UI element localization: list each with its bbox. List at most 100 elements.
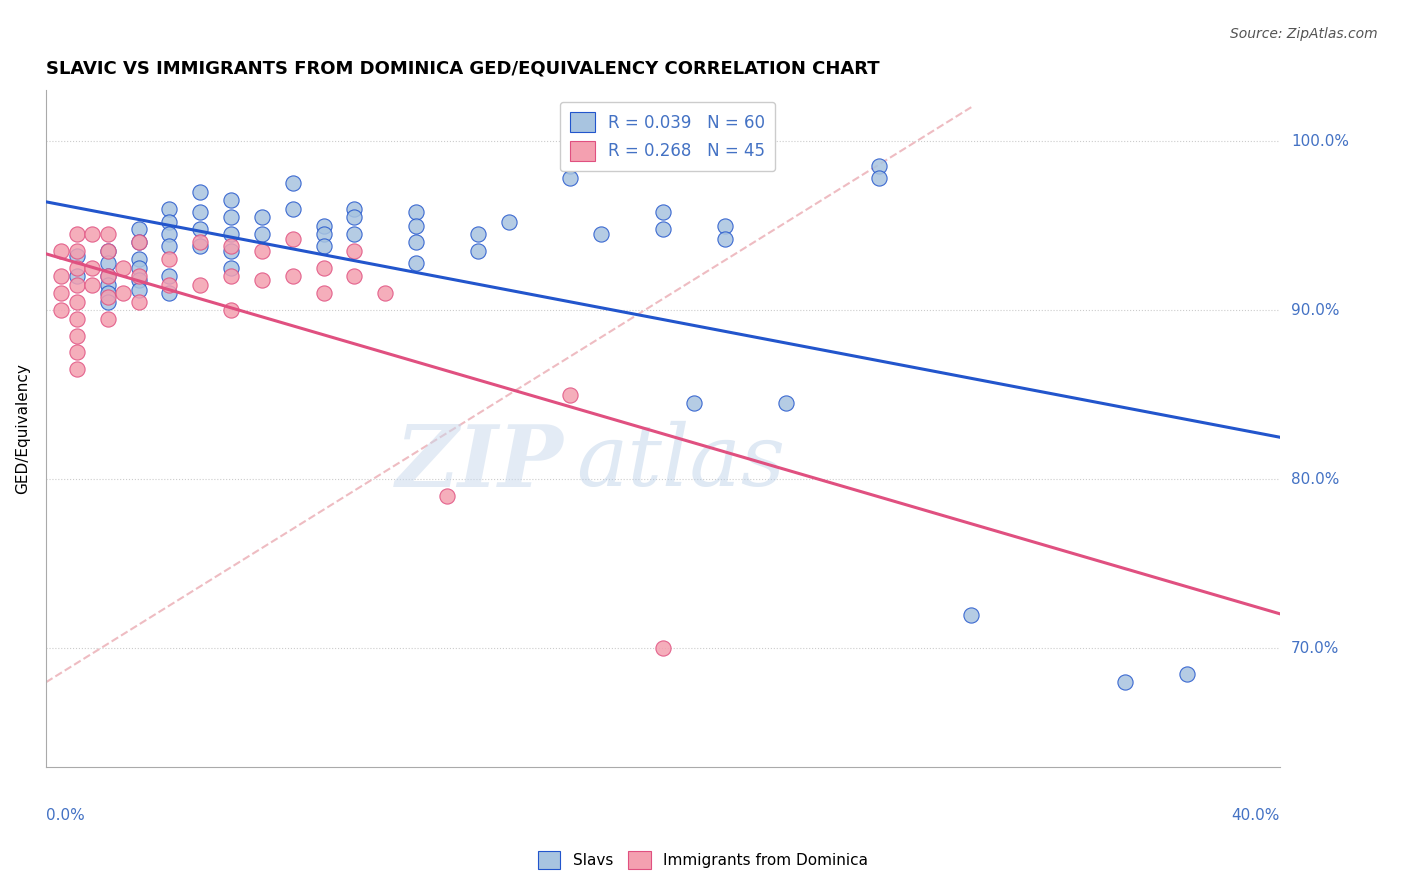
- Point: [219, 269, 242, 284]
- Point: [651, 222, 673, 236]
- Point: [405, 219, 427, 233]
- Point: [960, 607, 983, 622]
- Point: [97, 286, 120, 301]
- Point: [591, 227, 613, 241]
- Point: [312, 227, 335, 241]
- Point: [157, 277, 180, 292]
- Point: [97, 227, 120, 241]
- Point: [188, 205, 211, 219]
- Point: [868, 160, 890, 174]
- Point: [66, 345, 89, 359]
- Point: [97, 290, 120, 304]
- Point: [343, 210, 366, 224]
- Point: [281, 269, 304, 284]
- Point: [97, 244, 120, 258]
- Point: [66, 227, 89, 241]
- Point: [51, 244, 73, 258]
- Point: [312, 260, 335, 275]
- Point: [1175, 666, 1198, 681]
- Point: [343, 244, 366, 258]
- Point: [405, 235, 427, 250]
- Point: [374, 286, 396, 301]
- Point: [97, 269, 120, 284]
- Point: [51, 286, 73, 301]
- Point: [560, 160, 582, 174]
- Point: [188, 277, 211, 292]
- Point: [281, 232, 304, 246]
- Point: [343, 202, 366, 216]
- Legend: R = 0.039   N = 60, R = 0.268   N = 45: R = 0.039 N = 60, R = 0.268 N = 45: [560, 102, 776, 171]
- Point: [157, 227, 180, 241]
- Point: [128, 235, 150, 250]
- Point: [82, 260, 104, 275]
- Point: [51, 303, 73, 318]
- Point: [97, 277, 120, 292]
- Point: [66, 249, 89, 263]
- Point: [312, 239, 335, 253]
- Point: [66, 294, 89, 309]
- Point: [66, 277, 89, 292]
- Point: [128, 273, 150, 287]
- Point: [66, 269, 89, 284]
- Point: [250, 210, 273, 224]
- Text: 70.0%: 70.0%: [1291, 641, 1339, 656]
- Point: [651, 641, 673, 656]
- Text: 0.0%: 0.0%: [46, 808, 84, 823]
- Point: [219, 210, 242, 224]
- Point: [188, 222, 211, 236]
- Point: [405, 205, 427, 219]
- Point: [157, 202, 180, 216]
- Text: 90.0%: 90.0%: [1291, 302, 1340, 318]
- Point: [97, 244, 120, 258]
- Point: [128, 235, 150, 250]
- Point: [219, 239, 242, 253]
- Point: [157, 286, 180, 301]
- Point: [498, 215, 520, 229]
- Point: [157, 269, 180, 284]
- Point: [219, 227, 242, 241]
- Point: [405, 256, 427, 270]
- Point: [312, 219, 335, 233]
- Point: [651, 205, 673, 219]
- Point: [250, 244, 273, 258]
- Point: [312, 286, 335, 301]
- Point: [436, 489, 458, 503]
- Text: 80.0%: 80.0%: [1291, 472, 1339, 487]
- Point: [66, 260, 89, 275]
- Point: [128, 260, 150, 275]
- Point: [97, 269, 120, 284]
- Point: [281, 202, 304, 216]
- Point: [97, 294, 120, 309]
- Point: [157, 252, 180, 267]
- Text: Source: ZipAtlas.com: Source: ZipAtlas.com: [1230, 27, 1378, 41]
- Point: [66, 311, 89, 326]
- Point: [219, 244, 242, 258]
- Point: [82, 277, 104, 292]
- Point: [250, 273, 273, 287]
- Point: [467, 244, 489, 258]
- Point: [219, 303, 242, 318]
- Text: 40.0%: 40.0%: [1232, 808, 1279, 823]
- Point: [713, 219, 735, 233]
- Y-axis label: GED/Equivalency: GED/Equivalency: [15, 363, 30, 494]
- Text: 100.0%: 100.0%: [1291, 134, 1348, 148]
- Point: [128, 222, 150, 236]
- Point: [1114, 675, 1136, 690]
- Point: [219, 193, 242, 207]
- Point: [66, 244, 89, 258]
- Text: atlas: atlas: [576, 421, 786, 504]
- Point: [343, 227, 366, 241]
- Text: ZIP: ZIP: [396, 421, 564, 504]
- Point: [97, 256, 120, 270]
- Point: [112, 260, 135, 275]
- Point: [128, 294, 150, 309]
- Point: [157, 215, 180, 229]
- Point: [868, 171, 890, 186]
- Text: SLAVIC VS IMMIGRANTS FROM DOMINICA GED/EQUIVALENCY CORRELATION CHART: SLAVIC VS IMMIGRANTS FROM DOMINICA GED/E…: [46, 60, 880, 78]
- Point: [82, 227, 104, 241]
- Point: [128, 269, 150, 284]
- Point: [281, 176, 304, 190]
- Legend: Slavs, Immigrants from Dominica: Slavs, Immigrants from Dominica: [531, 845, 875, 875]
- Point: [66, 362, 89, 376]
- Point: [775, 396, 797, 410]
